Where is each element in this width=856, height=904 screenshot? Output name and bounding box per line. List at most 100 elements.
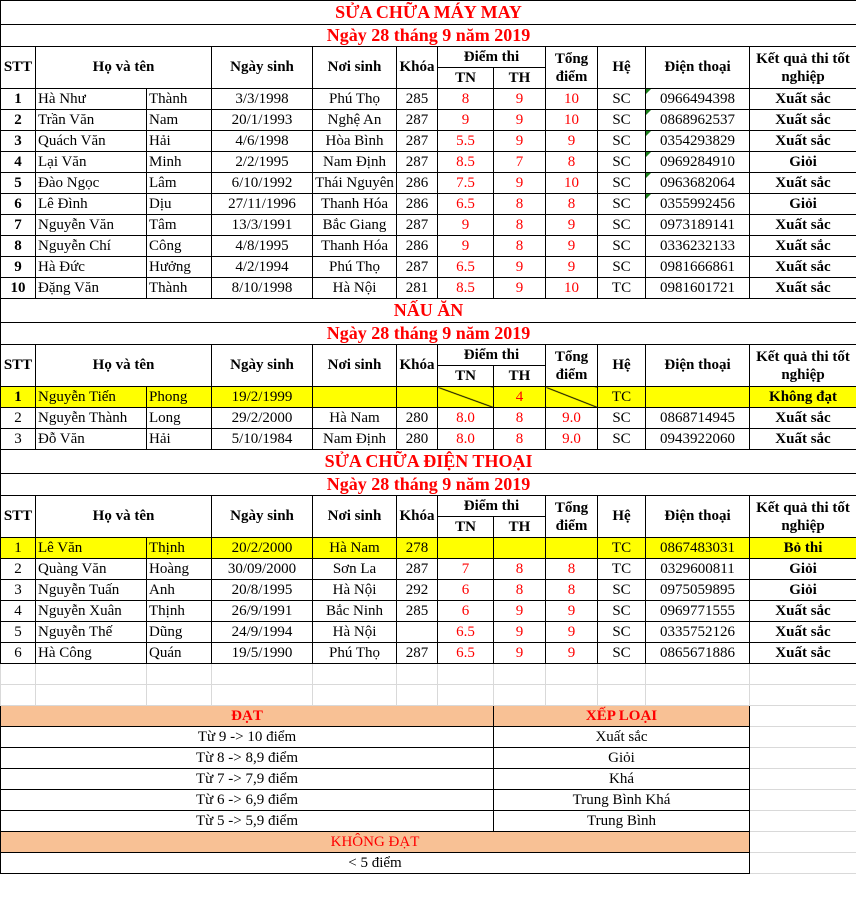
empty-cell[interactable] [0, 663, 36, 685]
dob[interactable]: 20/8/1995 [211, 579, 313, 601]
section-title[interactable]: NẤU ĂN [0, 298, 856, 323]
legend-fail-header[interactable]: KHÔNG ĐẠT [0, 831, 750, 853]
header-course[interactable]: Khóa [396, 495, 438, 538]
type[interactable]: SC [597, 193, 646, 215]
th[interactable]: 8 [493, 214, 546, 236]
th[interactable]: 7 [493, 151, 546, 173]
empty-cell[interactable] [493, 663, 546, 685]
pob[interactable]: Hà Nội [312, 621, 397, 643]
dob[interactable]: 19/2/1999 [211, 386, 313, 408]
header-course[interactable]: Khóa [396, 46, 438, 89]
header-scores[interactable]: Điểm thi [437, 495, 546, 517]
phone[interactable]: 0867483031 [645, 537, 750, 559]
header-pob[interactable]: Nơi sinh [312, 46, 397, 89]
result[interactable]: Xuất sắc [748, 621, 856, 643]
course[interactable]: 287 [396, 151, 438, 173]
course[interactable]: 292 [396, 579, 438, 601]
section-date[interactable]: Ngày 28 tháng 9 năm 2019 [0, 473, 856, 496]
stt[interactable]: 6 [0, 193, 36, 215]
empty-cell[interactable] [0, 684, 36, 706]
header-th[interactable]: TH [493, 516, 546, 538]
stt[interactable]: 6 [0, 642, 36, 664]
type[interactable]: SC [597, 235, 646, 257]
result[interactable]: Xuất sắc [748, 428, 856, 450]
tn[interactable]: 8 [437, 88, 494, 110]
first-name[interactable]: Lâm [146, 172, 212, 194]
type[interactable]: SC [597, 172, 646, 194]
dob[interactable]: 4/2/1994 [211, 256, 313, 278]
phone[interactable]: 0355992456 [645, 193, 750, 215]
empty-cell[interactable] [211, 663, 313, 685]
dob[interactable]: 30/09/2000 [211, 558, 313, 580]
pob[interactable]: Hà Nội [312, 579, 397, 601]
total[interactable]: 10 [545, 172, 598, 194]
dob[interactable]: 29/2/2000 [211, 407, 313, 429]
legend-grade[interactable]: Giỏi [493, 747, 750, 769]
phone[interactable]: 0868962537 [645, 109, 750, 131]
tn[interactable]: 7.5 [437, 172, 494, 194]
section-date[interactable]: Ngày 28 tháng 9 năm 2019 [0, 24, 856, 47]
empty-cell[interactable] [312, 663, 397, 685]
first-name[interactable]: Long [146, 407, 212, 429]
header-stt[interactable]: STT [0, 46, 36, 89]
empty-cell[interactable] [396, 684, 438, 706]
total[interactable]: 9 [545, 256, 598, 278]
type[interactable]: SC [597, 579, 646, 601]
first-name[interactable]: Dũng [146, 621, 212, 643]
legend-pass-header[interactable]: ĐẠT [0, 705, 494, 727]
pob[interactable] [312, 386, 397, 408]
last-name[interactable]: Lê Đình [35, 193, 147, 215]
header-name[interactable]: Họ và tên [35, 344, 212, 387]
total[interactable]: 9 [545, 600, 598, 622]
first-name[interactable]: Thành [146, 277, 212, 299]
last-name[interactable]: Nguyễn Thành [35, 407, 147, 429]
type[interactable]: SC [597, 621, 646, 643]
th[interactable]: 9 [493, 621, 546, 643]
section-date[interactable]: Ngày 28 tháng 9 năm 2019 [0, 322, 856, 345]
empty-cell[interactable] [645, 684, 750, 706]
tn[interactable]: 6.5 [437, 193, 494, 215]
phone[interactable]: 0335752126 [645, 621, 750, 643]
course[interactable]: 285 [396, 88, 438, 110]
result[interactable]: Xuất sắc [748, 642, 856, 664]
total[interactable]: 9 [545, 621, 598, 643]
legend-grade[interactable]: Khá [493, 768, 750, 790]
first-name[interactable]: Phong [146, 386, 212, 408]
first-name[interactable]: Thịnh [146, 537, 212, 559]
result[interactable]: Xuất sắc [748, 600, 856, 622]
th[interactable]: 9 [493, 172, 546, 194]
stt[interactable]: 9 [0, 256, 36, 278]
empty-cell[interactable] [748, 747, 856, 769]
stt[interactable]: 3 [0, 130, 36, 152]
first-name[interactable]: Hưởng [146, 256, 212, 278]
th[interactable]: 8 [493, 428, 546, 450]
type[interactable]: TC [597, 537, 646, 559]
pob[interactable]: Hà Nam [312, 537, 397, 559]
pob[interactable]: Nghệ An [312, 109, 397, 131]
course[interactable] [396, 386, 438, 408]
th[interactable]: 9 [493, 109, 546, 131]
phone[interactable]: 0975059895 [645, 579, 750, 601]
course[interactable]: 286 [396, 172, 438, 194]
stt[interactable]: 1 [0, 386, 36, 408]
total[interactable]: 8 [545, 579, 598, 601]
total[interactable]: 8 [545, 151, 598, 173]
type[interactable]: SC [597, 256, 646, 278]
result[interactable]: Xuất sắc [748, 407, 856, 429]
type[interactable]: SC [597, 109, 646, 131]
empty-cell[interactable] [597, 663, 646, 685]
header-type[interactable]: Hệ [597, 495, 646, 538]
total[interactable]: 9 [545, 642, 598, 664]
dob[interactable]: 4/6/1998 [211, 130, 313, 152]
header-result[interactable]: Kết quả thi tốt nghiệp [748, 46, 856, 89]
header-total[interactable]: Tổng điểm [545, 495, 598, 538]
pob[interactable]: Sơn La [312, 558, 397, 580]
header-th[interactable]: TH [493, 67, 546, 89]
tn[interactable]: 9 [437, 235, 494, 257]
dob[interactable]: 27/11/1996 [211, 193, 313, 215]
pob[interactable]: Bắc Giang [312, 214, 397, 236]
dob[interactable]: 20/1/1993 [211, 109, 313, 131]
result[interactable]: Xuất sắc [748, 172, 856, 194]
pob[interactable]: Phú Thọ [312, 88, 397, 110]
dob[interactable]: 20/2/2000 [211, 537, 313, 559]
